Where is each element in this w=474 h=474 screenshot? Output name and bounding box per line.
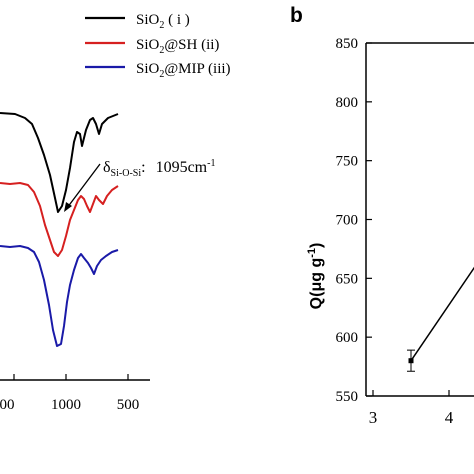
panel-b-y-tick-label-650: 650 [336,271,359,287]
spectrum-line-series-3 [0,245,119,347]
annotation-arrow [66,163,101,209]
legend: SiO2 ( i ) SiO2@SH (ii) SiO2@MIP (iii) [85,12,231,80]
panel-b-y-tick-label-750: 750 [336,154,359,170]
panel-label-b: b [290,4,303,27]
annotation-text: δSi-O-Si: 1095cm-1 [103,158,215,179]
legend-label-series-3: SiO2@MIP (iii) [136,61,231,80]
panel-b-y-ticks: 550 600 650 700 750 800 850 [336,36,372,405]
spectrum-line-series-1 [0,112,119,213]
legend-label-series-1: SiO2 ( i ) [136,12,190,31]
annotation-arrowhead [64,202,72,212]
panel-b-y-axis-label: Q(μg g-1) [306,243,325,310]
panel-b-y-tick-label-600: 600 [336,330,359,346]
panel-a-tick-label-1: 00 [0,397,15,413]
panel-b-point-1 [408,358,414,364]
panel-b-data [407,266,474,372]
panel-a-tick-label-3: 500 [117,397,140,413]
spectra-group [0,112,119,347]
panel-b-y-tick-label-550: 550 [336,389,359,405]
legend-label-series-2: SiO2@SH (ii) [136,37,219,56]
spectrum-line-series-2 [0,182,119,257]
panel-b-series-line [410,266,474,362]
panel-a: SiO2 ( i ) SiO2@SH (ii) SiO2@MIP (iii) δ… [0,12,231,413]
panel-b-x-tick-label-4: 4 [445,408,454,427]
annotation-si-o-si: δSi-O-Si: 1095cm-1 [64,158,215,212]
panel-b-y-tick-label-850: 850 [336,36,359,52]
panel-b-x-tick-label-3: 3 [369,408,378,427]
panel-b-y-tick-label-700: 700 [336,213,359,229]
panel-b-y-tick-label-800: 800 [336,95,359,111]
panel-a-tick-label-2: 1000 [51,397,81,413]
